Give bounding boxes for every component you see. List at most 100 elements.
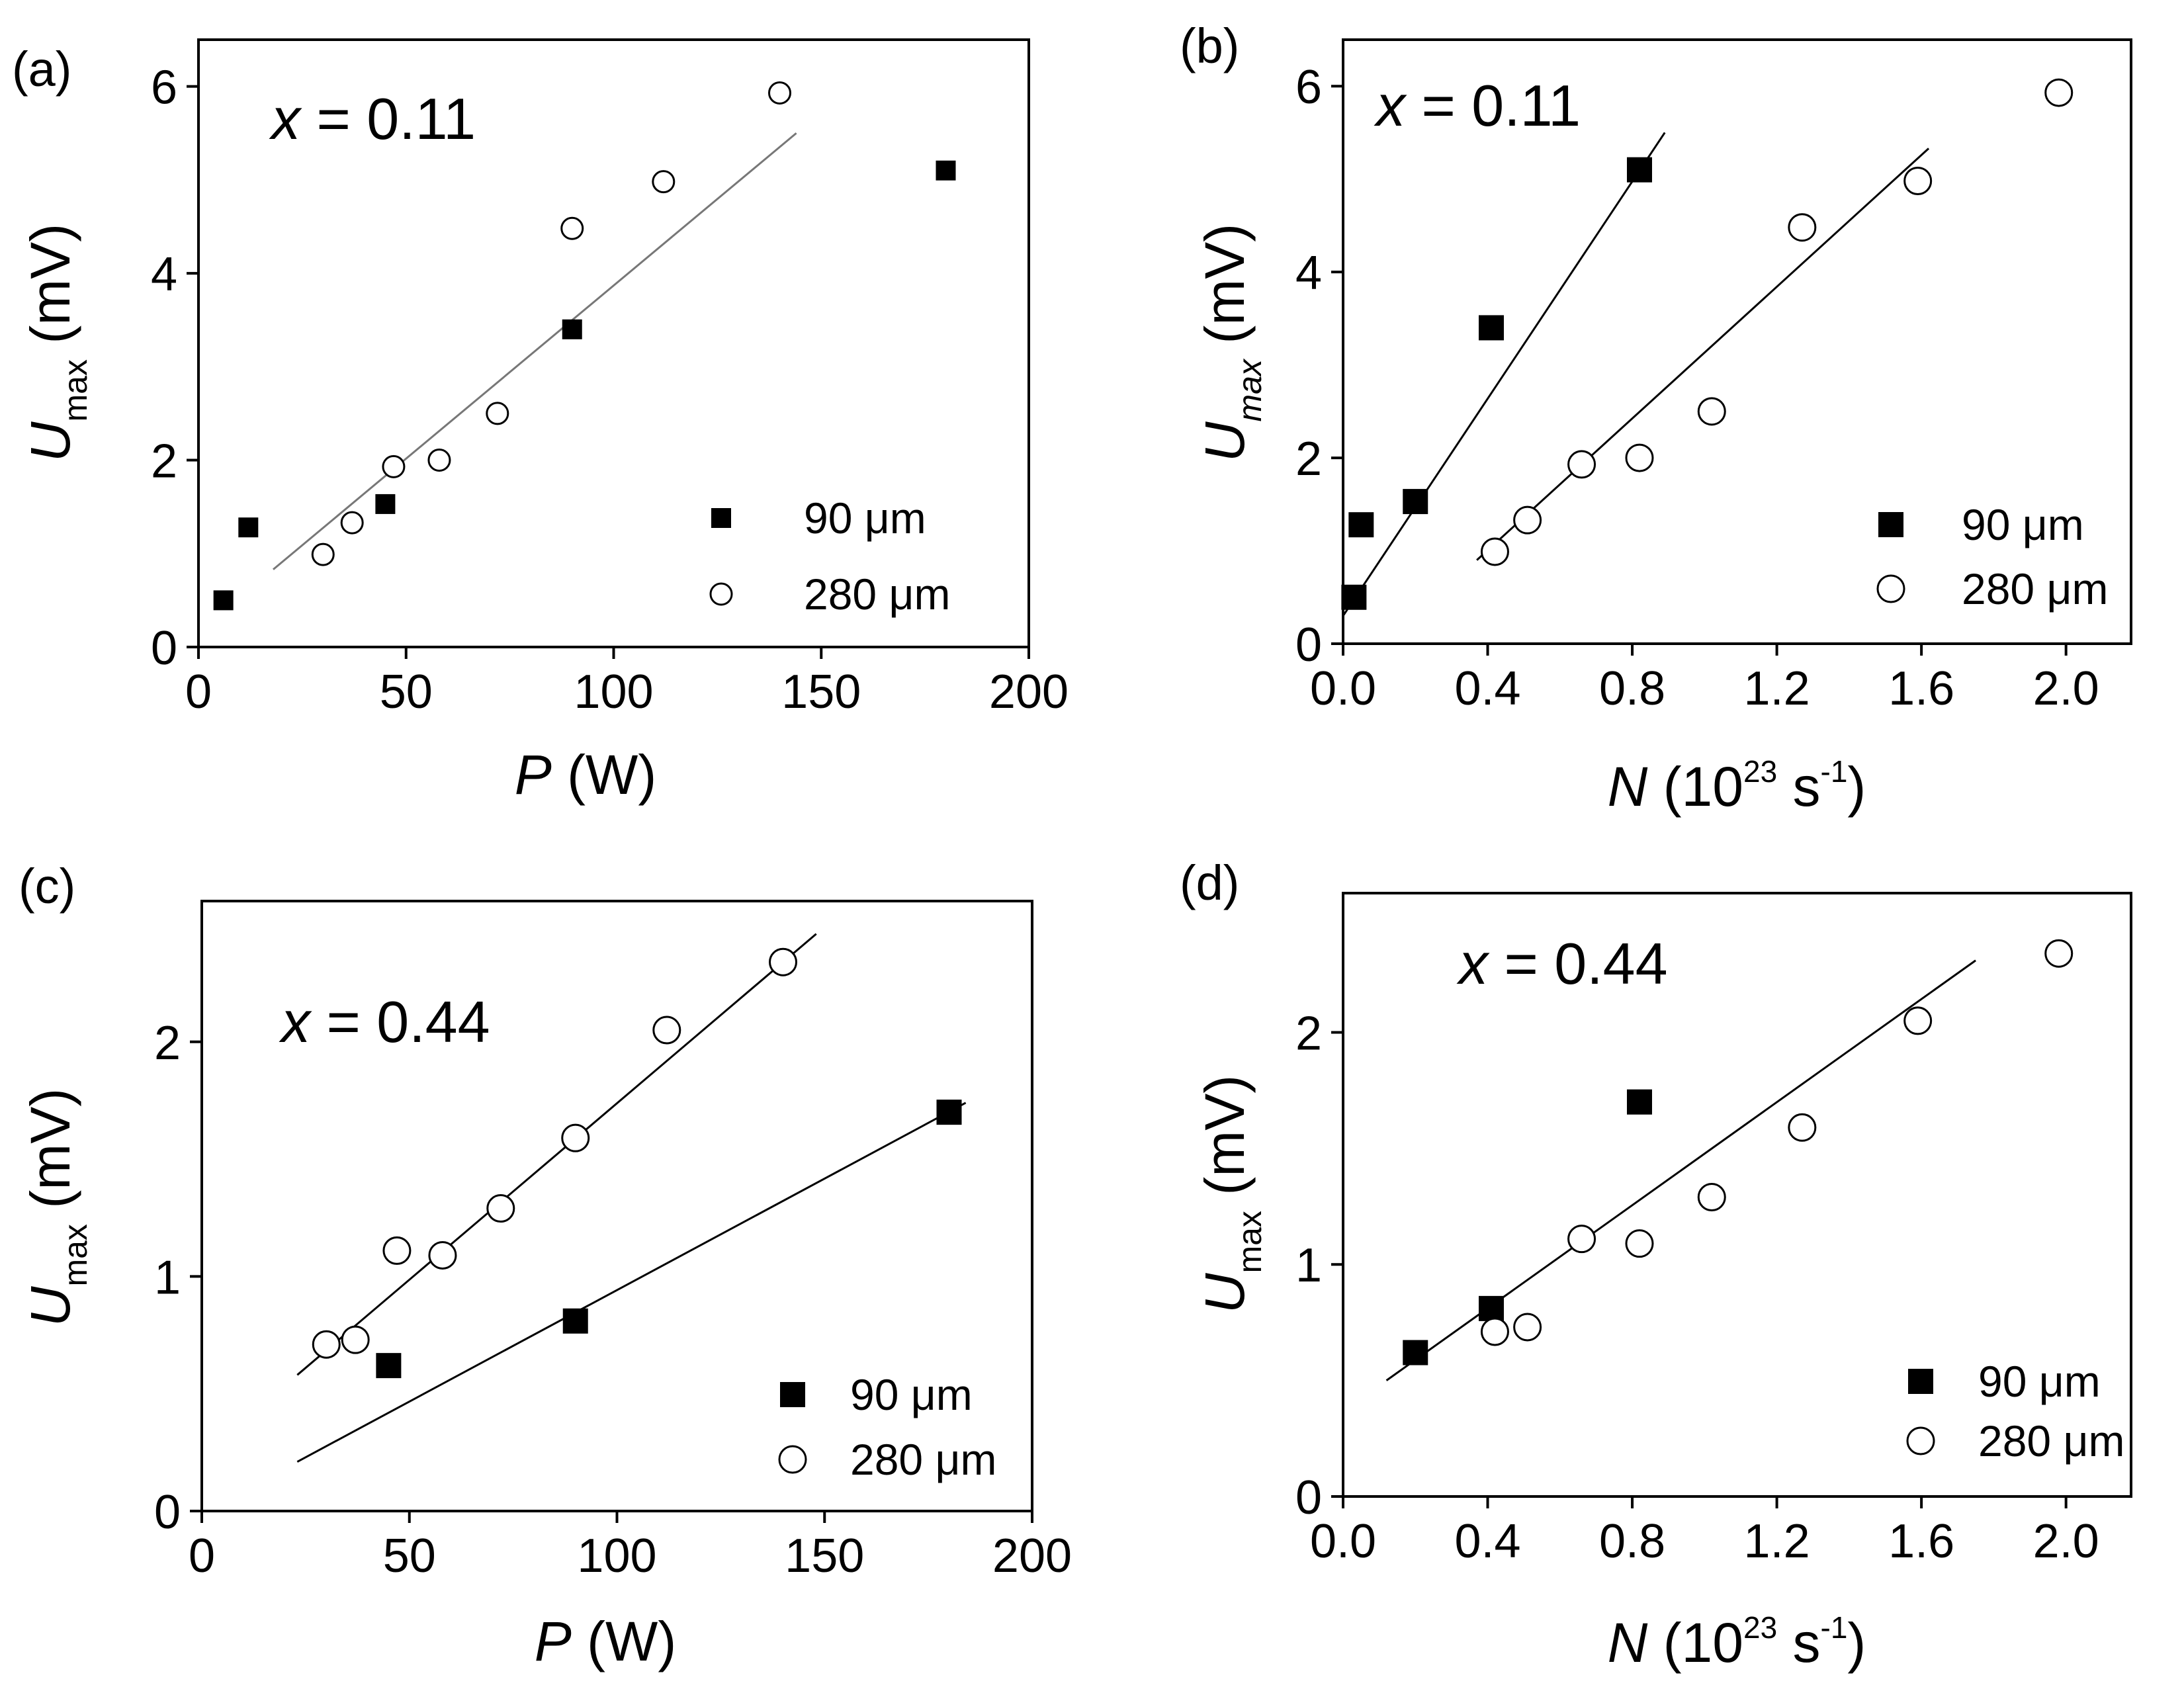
composition-annotation: x = 0.11 (1374, 73, 1581, 138)
annotation-variable: x (1456, 931, 1490, 996)
y-tick-label: 0 (1295, 1471, 1322, 1524)
x-tick-label: 0 (189, 1530, 215, 1582)
y-axis-subscript: max (1231, 358, 1268, 421)
y-axis-subscript: max (1231, 1211, 1268, 1273)
annotation-variable: x (269, 86, 302, 152)
composition-annotation: x = 0.44 (1456, 931, 1668, 996)
y-tick-label: 4 (151, 248, 177, 301)
x-axis-exponent: 23 (1743, 754, 1777, 789)
data-point-90um (1403, 1340, 1428, 1365)
x-tick-label: 100 (577, 1530, 656, 1582)
data-point-280um (1625, 443, 1654, 472)
legend-circle-marker (778, 1445, 807, 1474)
panel-label: (c) (19, 859, 75, 914)
legend-circle-marker (709, 582, 733, 606)
data-point-90um (376, 1353, 402, 1379)
data-point-280um (382, 1236, 412, 1265)
data-point-280um (428, 1240, 457, 1270)
x-tick-label: 1.6 (1888, 662, 1954, 715)
data-point-280um (1788, 1113, 1817, 1142)
legend-label-280um: 280 μm (804, 570, 950, 619)
x-tick-label: 200 (989, 666, 1069, 718)
data-point-280um (1903, 1006, 1933, 1035)
data-point-90um (1626, 157, 1652, 183)
legend-circle-marker (1906, 1426, 1935, 1455)
annotation-value: = 0.44 (1488, 931, 1668, 996)
y-tick-label: 2 (1295, 433, 1322, 486)
data-point-280um (1788, 213, 1817, 242)
y-axis-unit: (mV) (19, 1088, 81, 1224)
legend-label-280um: 280 μm (1978, 1416, 2124, 1465)
data-point-90um (936, 1100, 962, 1125)
x-tick-label: 2.0 (2033, 662, 2099, 715)
legend-circle-marker (1876, 574, 1905, 603)
data-point-90um (1403, 489, 1428, 515)
data-point-280um (1697, 397, 1726, 426)
data-point-280um (1480, 537, 1509, 566)
y-tick-label: 2 (1295, 1007, 1322, 1060)
x-tick-label: 0.8 (1599, 1515, 1665, 1568)
panel-a: (a) 0 50 100 150 200 0 2 4 6 x = 0.11 90 μm 280 μm P … (12, 38, 1069, 806)
plot-frame (1342, 892, 2132, 1498)
data-point-280um (486, 1194, 515, 1223)
data-point-280um (2044, 939, 2074, 968)
legend-label-90um: 90 μm (850, 1370, 973, 1419)
panel-label: (a) (12, 42, 71, 97)
x-tick-label: 1.6 (1888, 1515, 1954, 1568)
data-point-90um (213, 590, 234, 611)
y-axis-variable: U (1194, 421, 1256, 462)
y-axis-subscript: max (57, 1224, 94, 1286)
x-axis-exponent-2: -1 (1821, 754, 1848, 789)
legend-square-marker (780, 1382, 805, 1407)
data-point-280um (340, 511, 364, 535)
y-axis-label: Umax (mV) (19, 1088, 94, 1326)
data-point-280um (1480, 1317, 1509, 1346)
fit-line (296, 1102, 967, 1463)
y-axis-variable: U (1194, 1272, 1256, 1313)
data-point-280um (312, 1330, 341, 1359)
y-axis-label: Umax (mV) (19, 224, 94, 462)
panel-c: (c) 0 50 100 150 200 0 1 2 x = 0.44 90 μm 280 μm P (… (19, 859, 1072, 1672)
y-tick-label: 0 (151, 622, 177, 675)
x-axis-label: P (W) (535, 1610, 677, 1672)
x-axis-label: P (W) (515, 744, 657, 806)
x-axis-label: N (1023 s-1) (1608, 754, 1866, 818)
data-point-90um (375, 494, 396, 514)
x-axis-unit-seconds: s (1777, 756, 1820, 818)
x-axis-variable: P (535, 1610, 572, 1672)
legend-square-marker (1878, 512, 1903, 537)
y-tick-label: 0 (1295, 619, 1322, 671)
x-axis-label: N (1023 s-1) (1608, 1610, 1866, 1674)
y-tick-label: 1 (154, 1251, 181, 1304)
y-tick-label: 0 (154, 1486, 181, 1539)
x-axis-closing-paren: ) (1847, 1612, 1866, 1674)
data-point-280um (1903, 167, 1933, 196)
x-tick-label: 2.0 (2033, 1515, 2099, 1568)
x-tick-label: 0.4 (1454, 1515, 1520, 1568)
legend-label-90um: 90 μm (804, 494, 926, 542)
data-point-90um (562, 319, 582, 339)
y-axis-subscript: max (57, 359, 94, 421)
data-point-280um (1567, 1225, 1596, 1254)
data-point-280um (560, 216, 584, 240)
y-tick-label: 6 (151, 62, 177, 114)
y-tick-label: 1 (1295, 1239, 1322, 1292)
x-axis-unit: (10 (1647, 756, 1743, 818)
x-axis-closing-paren: ) (1847, 756, 1866, 818)
x-axis-unit: (10 (1647, 1612, 1743, 1674)
legend-label-280um: 280 μm (1962, 564, 2108, 613)
data-point-90um (936, 160, 956, 181)
y-axis-unit: (mV) (19, 224, 81, 359)
data-point-280um (382, 455, 406, 478)
x-axis-exponent-2: -1 (1821, 1610, 1848, 1645)
x-tick-label: 100 (574, 666, 653, 718)
fit-line (296, 933, 817, 1376)
data-point-280um (2044, 78, 2074, 107)
x-tick-label: 150 (785, 1530, 864, 1582)
y-tick-label: 2 (151, 435, 177, 488)
data-point-280um (768, 81, 791, 105)
composition-annotation: x = 0.44 (279, 989, 490, 1055)
data-point-280um (1567, 450, 1596, 479)
x-tick-label: 50 (383, 1530, 436, 1582)
